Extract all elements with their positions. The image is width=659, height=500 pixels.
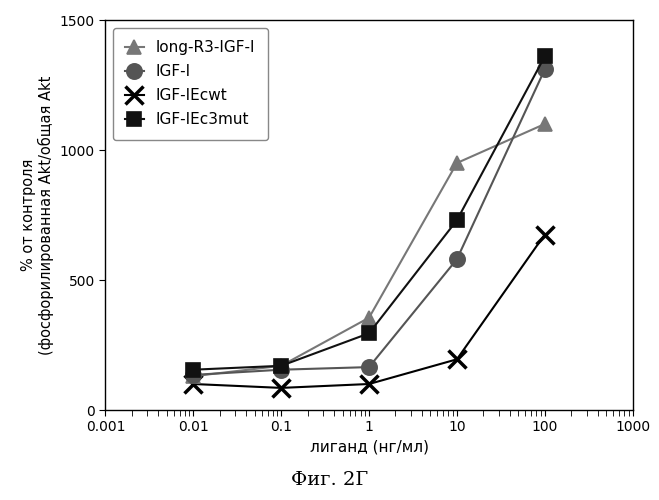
- X-axis label: лиганд (нг/мл): лиганд (нг/мл): [310, 440, 428, 455]
- IGF-I: [277, 366, 285, 372]
- long-R3-IGF-I: [453, 160, 461, 166]
- IGF-IEc3mut: [541, 54, 549, 60]
- Line: long-R3-IGF-I: long-R3-IGF-I: [186, 117, 552, 383]
- IGF-I: [189, 372, 197, 378]
- IGF-IEcwt: [541, 232, 549, 237]
- Text: Фиг. 2Г: Фиг. 2Г: [291, 471, 368, 489]
- Line: IGF-I: IGF-I: [186, 62, 552, 382]
- IGF-IEc3mut: [189, 366, 197, 372]
- IGF-I: [365, 364, 373, 370]
- IGF-IEcwt: [277, 385, 285, 391]
- IGF-IEcwt: [453, 356, 461, 362]
- IGF-IEcwt: [189, 381, 197, 387]
- Line: IGF-IEc3mut: IGF-IEc3mut: [186, 50, 552, 376]
- IGF-I: [453, 256, 461, 262]
- long-R3-IGF-I: [541, 121, 549, 127]
- Y-axis label: % от контроля
(фосфорилированная Akt/общая Akt: % от контроля (фосфорилированная Akt/общ…: [20, 76, 54, 354]
- IGF-IEc3mut: [365, 330, 373, 336]
- IGF-IEc3mut: [453, 217, 461, 223]
- Legend: long-R3-IGF-I, IGF-I, IGF-IEcwt, IGF-IEc3mut: long-R3-IGF-I, IGF-I, IGF-IEcwt, IGF-IEc…: [113, 28, 268, 140]
- IGF-IEc3mut: [277, 363, 285, 369]
- long-R3-IGF-I: [277, 363, 285, 369]
- long-R3-IGF-I: [189, 373, 197, 379]
- IGF-I: [541, 66, 549, 72]
- Line: IGF-IEcwt: IGF-IEcwt: [185, 226, 554, 397]
- long-R3-IGF-I: [365, 314, 373, 320]
- IGF-IEcwt: [365, 381, 373, 387]
